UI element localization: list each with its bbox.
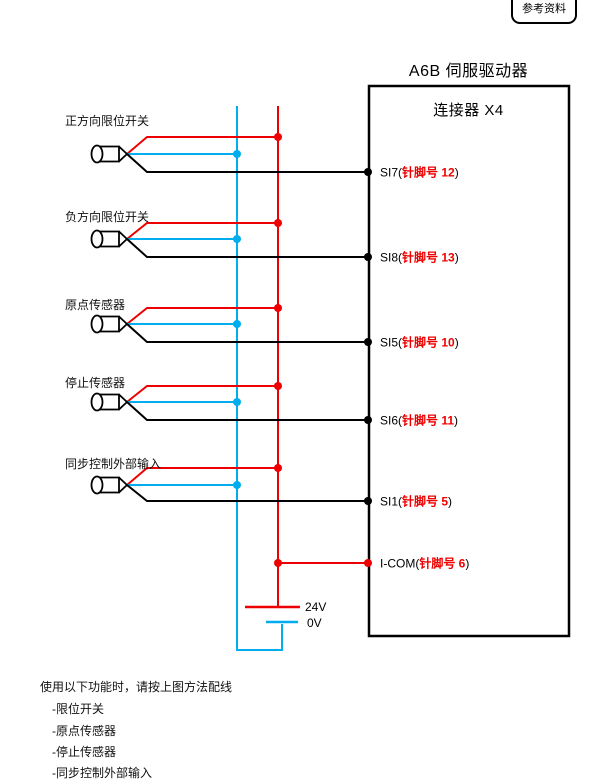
footer-item-sync-input: -同步控制外部输入 — [52, 766, 152, 780]
sensor-label-2: 负方向限位开关 — [65, 210, 150, 224]
sensor-group-3 — [90, 304, 372, 346]
sensor-group-1 — [90, 133, 372, 176]
page-title: A6B 伺服驱动器 — [408, 63, 529, 80]
red-wire — [126, 222, 278, 240]
sensor-plug-icon — [96, 315, 120, 333]
junction-dot-cyan — [233, 481, 241, 489]
black-wire — [126, 484, 368, 502]
pin-label-si7: SI7(针脚号 12) — [380, 165, 459, 180]
sensor-label-5: 同步控制外部输入 — [65, 457, 162, 471]
pin-dot — [364, 338, 372, 346]
pin-label-si8: SI8(针脚号 13) — [380, 250, 459, 265]
sensor-group-4 — [90, 382, 372, 424]
black-wire — [126, 153, 368, 173]
junction-dot-red — [274, 382, 282, 390]
pin-dot-red — [364, 559, 372, 567]
sensor-label-3: 原点传感器 — [65, 298, 126, 312]
footer-item-stop-sensor: -停止传感器 — [52, 745, 116, 759]
red-wire — [126, 136, 278, 155]
sensor-plug-icon — [96, 145, 120, 163]
junction-dot-red — [274, 133, 282, 141]
icom-wire-group — [274, 559, 372, 567]
black-wire — [126, 401, 368, 421]
footer-intro: 使用以下功能时，请按上图方法配线 — [40, 680, 233, 694]
sensor-label-1: 正方向限位开关 — [65, 114, 150, 128]
connector-title: 连接器 X4 — [433, 102, 504, 119]
voltage-0v-label: 0V — [307, 616, 322, 630]
black-wire — [126, 323, 368, 343]
black-wire — [126, 238, 368, 258]
sensor-group-2 — [90, 219, 372, 261]
sensor-label-4: 停止传感器 — [65, 376, 126, 390]
footer-item-limit-switch: -限位开关 — [52, 702, 104, 716]
pin-dot — [364, 253, 372, 261]
reference-material-label: 参考资料 — [522, 3, 566, 15]
sensor-plug-icon — [96, 393, 120, 411]
pin-label-si5: SI5(针脚号 10) — [380, 335, 459, 350]
pin-dot — [364, 168, 372, 176]
pin-label-icom: I-COM(针脚号 6) — [380, 556, 470, 571]
voltage-24v-label: 24V — [305, 600, 327, 614]
power-supply-symbol — [245, 605, 300, 624]
red-wire — [126, 307, 278, 325]
footer-item-origin-sensor: -原点传感器 — [52, 724, 116, 738]
junction-dot-cyan — [233, 320, 241, 328]
junction-dot-red — [274, 219, 282, 227]
junction-dot-red — [274, 464, 282, 472]
junction-dot-red — [274, 304, 282, 312]
reference-material-button[interactable]: 参考资料 — [511, 0, 577, 24]
pin-dot — [364, 416, 372, 424]
red-wire — [126, 385, 278, 403]
cyan-0v-bus — [236, 106, 283, 651]
junction-dot-cyan — [233, 235, 241, 243]
junction-dot-cyan — [233, 150, 241, 158]
sensor-plug-icon — [96, 476, 120, 494]
pin-dot — [364, 497, 372, 505]
junction-dot-cyan — [233, 398, 241, 406]
sensor-plug-icon — [96, 230, 120, 248]
pin-label-si6: SI6(针脚号 11) — [380, 413, 459, 428]
pin-label-si1: SI1(针脚号 5) — [380, 494, 453, 509]
junction-dot-red — [274, 559, 282, 567]
